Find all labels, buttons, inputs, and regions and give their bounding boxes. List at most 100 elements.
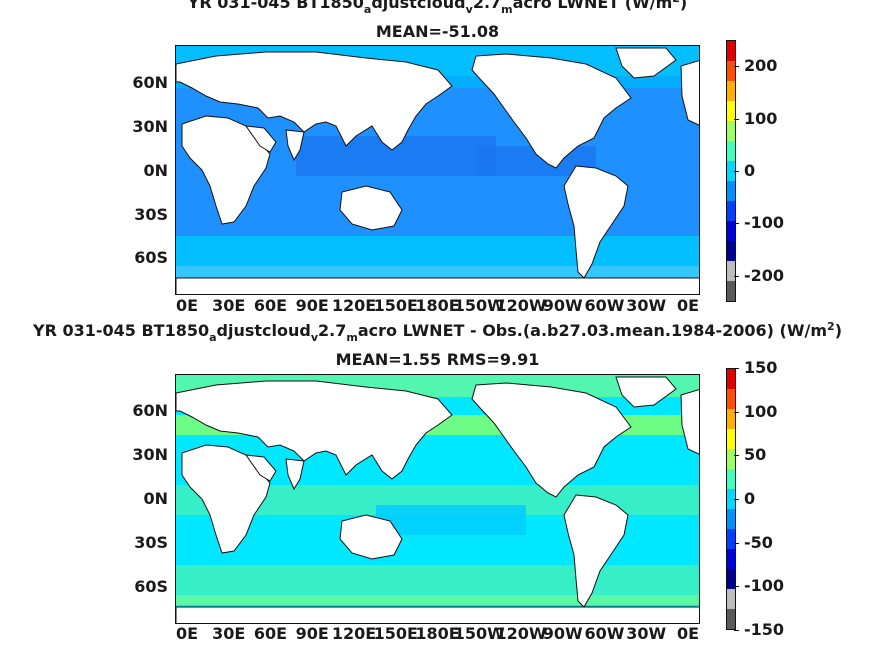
- title-subscript: a: [363, 3, 372, 16]
- landmass: [339, 514, 403, 560]
- colorbar-tick-mark: [734, 118, 739, 120]
- lon-tick-label: 0E: [676, 296, 700, 315]
- colorbar-tick-mark: [734, 66, 739, 68]
- colorbar-tick-mark: [734, 586, 739, 588]
- title-subscript: m: [346, 331, 358, 344]
- lon-tick-label: 60E: [253, 624, 288, 643]
- landmass: [176, 51, 453, 151]
- colorbar-tick-label: 50: [744, 445, 767, 465]
- colorbar-tick-label: -50: [744, 532, 773, 552]
- title-subscript: a: [209, 331, 217, 344]
- title-text: ): [834, 321, 842, 340]
- panel-1-map-canvas: [176, 46, 699, 294]
- lon-tick-label: 150E: [373, 296, 418, 315]
- landmass: [471, 53, 632, 169]
- title-text: ): [679, 0, 688, 12]
- panel-2-lat-60s: 60S: [134, 577, 168, 596]
- colorbar-tick-label: -150: [744, 620, 785, 639]
- lon-tick-label: 120W: [495, 296, 547, 315]
- lon-tick-label: 60W: [584, 624, 625, 643]
- title-text: acro LWNET - Obs.(a.b27.03.mean.1984-200…: [357, 321, 828, 340]
- colorbar-tick-mark: [734, 411, 739, 413]
- title-superscript: 2: [827, 320, 835, 333]
- lon-tick-label: 0E: [676, 624, 700, 643]
- panel-2-map-canvas: [176, 375, 699, 623]
- panel-1-lat-30n: 30N: [132, 117, 168, 136]
- lon-tick-label: 90W: [542, 624, 583, 643]
- panel-1-lat-60s: 60S: [134, 248, 168, 267]
- panel-1-title: YR 031-045 BT1850adjustcloudv2.7macro LW…: [0, 0, 875, 16]
- colorbar-tick-label: 100: [744, 108, 778, 128]
- colorbar-tick-label: 0: [744, 161, 756, 180]
- colorbar-tick-mark: [734, 275, 739, 277]
- lon-tick-label: 150W: [453, 296, 505, 315]
- lon-tick-label: 30W: [626, 296, 667, 315]
- landmass: [244, 454, 277, 482]
- title-text: 2.7: [472, 0, 502, 12]
- colorbar-tick-mark: [734, 171, 739, 172]
- landmass: [680, 60, 699, 126]
- colorbar-tick-label: -100: [744, 213, 785, 233]
- colorbar-tick-label: 0: [744, 489, 756, 508]
- panel-1-lat-60n: 60N: [132, 73, 168, 92]
- colorbar-tick-label: 150: [744, 358, 778, 377]
- colorbar-tick-label: 100: [744, 401, 778, 421]
- lon-tick-label: 90E: [295, 624, 329, 643]
- title-text: acro LWNET (W/m: [512, 0, 673, 12]
- panel-2-title: YR 031-045 BT1850adjustcloudv2.7macro LW…: [0, 320, 875, 344]
- title-text: djustcloud: [371, 0, 466, 12]
- panel-1-lat-30s: 30S: [134, 205, 168, 224]
- lon-tick-label: 0E: [175, 624, 199, 643]
- lon-tick-label: 30W: [626, 624, 667, 643]
- landmass: [285, 458, 305, 491]
- lon-tick-label: 120E: [331, 624, 377, 643]
- title-text: YR 031-045 BT1850: [187, 0, 364, 12]
- field-band: [176, 266, 699, 278]
- title-superscript: 2: [672, 0, 680, 5]
- landmass: [176, 277, 699, 294]
- title-subscript: m: [501, 3, 513, 16]
- lon-tick-label: 0E: [175, 296, 199, 315]
- field-band: [176, 595, 699, 605]
- field-band: [376, 505, 526, 535]
- colorbar-tick-label: 200: [744, 56, 778, 76]
- lon-tick-label: 30E: [212, 624, 246, 643]
- title-text: 2.7: [318, 321, 347, 340]
- landmass: [339, 185, 403, 231]
- panel-2-lat-0n: 0N: [143, 489, 168, 508]
- landmass: [615, 376, 677, 408]
- panel-2-lat-30s: 30S: [134, 533, 168, 552]
- landmass: [471, 382, 632, 498]
- landmass: [181, 444, 271, 554]
- lon-tick-label: 60E: [253, 296, 288, 315]
- colorbar-tick-label: -100: [744, 576, 785, 596]
- panel-2-mean: MEAN=1.55 RMS=9.91: [335, 350, 540, 369]
- lon-tick-label: 30E: [212, 296, 246, 315]
- title-subscript: v: [310, 331, 319, 344]
- landmass: [244, 125, 277, 153]
- landmass: [615, 47, 677, 79]
- colorbar-tick-mark: [734, 455, 739, 457]
- panel-2-map: [175, 374, 700, 624]
- title-text: YR 031-045 BT1850: [32, 321, 210, 340]
- lon-tick-label: 120E: [331, 296, 377, 315]
- landmass: [680, 389, 699, 455]
- panel-1-mean: MEAN=-51.08: [375, 22, 500, 41]
- landmass: [563, 494, 629, 608]
- panel-1-lat-0n: 0N: [143, 161, 168, 180]
- landmass: [181, 115, 271, 225]
- panel-1-map: [175, 45, 700, 295]
- colorbar-tick-mark: [734, 542, 739, 544]
- landmass: [285, 129, 305, 162]
- lon-tick-label: 60W: [584, 296, 625, 315]
- colorbar-tick-mark: [734, 499, 739, 500]
- title-subscript: v: [465, 3, 473, 16]
- landmass: [176, 606, 699, 623]
- lon-tick-label: 180E: [415, 624, 460, 643]
- lon-tick-label: 120W: [495, 624, 547, 643]
- colorbar-tick-mark: [734, 630, 739, 631]
- landmass: [176, 380, 453, 480]
- colorbar-tick-label: -200: [744, 265, 785, 285]
- panel-2-lat-30n: 30N: [132, 445, 168, 464]
- lon-tick-label: 150W: [453, 624, 505, 643]
